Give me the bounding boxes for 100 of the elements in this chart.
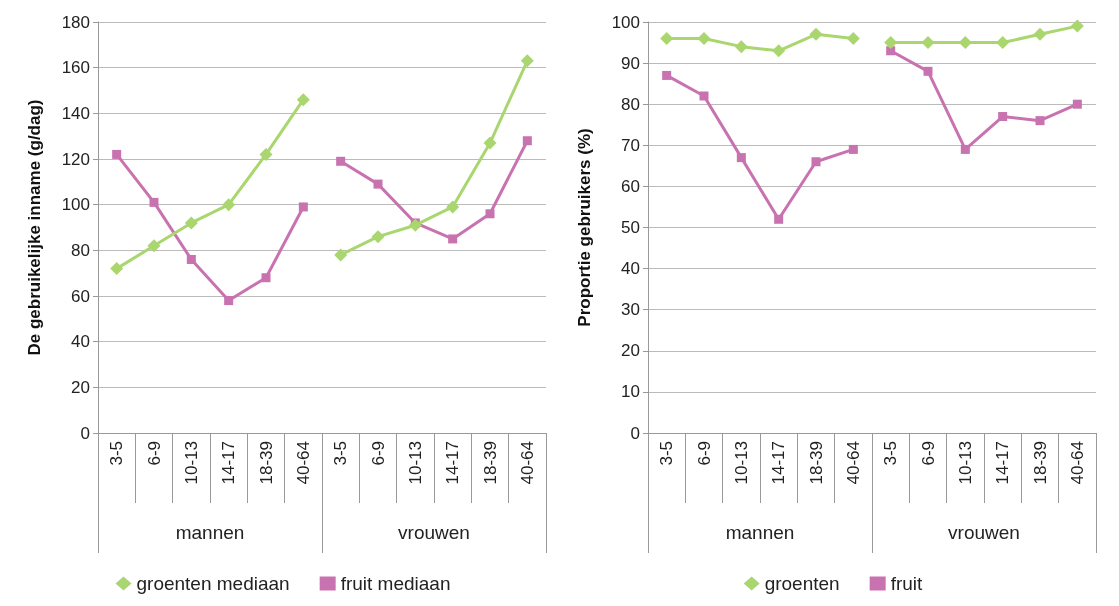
point [923,66,933,76]
y-tick-label: 140 [61,103,90,123]
point [921,36,935,50]
point [1070,19,1084,33]
x-tick-label: 14-17 [993,441,1013,485]
point [846,31,860,45]
point [224,296,234,306]
point [520,54,534,68]
text: vrouwen [948,522,1020,543]
point [147,239,161,253]
y-axis-title: Proportie gebruikers (%) [575,128,594,327]
point [446,200,460,214]
point [848,144,858,154]
point [996,36,1010,50]
y-tick-label: 60 [71,286,90,306]
y-tick-label: 20 [71,377,90,397]
x-tick-label: 10-13 [955,441,975,485]
point [296,93,310,107]
x-tick-label: 6-9 [144,441,164,466]
legend-label: groenten [764,573,840,594]
point [110,262,124,276]
y-tick-label: 30 [621,300,640,320]
point [336,156,346,166]
x-tick-label: 6-9 [694,441,714,466]
point [373,179,383,189]
point [736,153,746,163]
point [958,36,972,50]
point [774,214,784,224]
y-axis-title: De gebruikelijke inname (g/dag) [25,99,44,356]
text: mannen [175,522,245,543]
y-tick-label: 0 [80,423,90,443]
y-tick-label: 40 [71,332,90,352]
y-tick-label: 40 [621,259,640,279]
point [408,218,422,232]
point [660,31,674,45]
point [1072,99,1082,109]
y-tick-label: 80 [621,94,640,114]
x-tick-label: 3-5 [881,441,901,466]
point [697,31,711,45]
point [522,136,532,146]
x-tick-label: 18-39 [256,441,276,485]
point [222,198,236,212]
x-tick-label: 3-5 [657,441,677,466]
point [261,273,271,283]
point [298,202,308,212]
x-tick-label: 40-64 [517,441,537,485]
y-tick-label: 90 [621,53,640,73]
point [772,44,786,58]
point [884,36,898,50]
point [149,197,159,207]
x-tick-label: 3-5 [107,441,127,466]
point [371,230,385,244]
point [448,234,458,244]
point [186,254,196,264]
x-tick-label: 40-64 [1067,441,1087,485]
text: mannen [725,522,795,543]
y-tick-label: 100 [611,12,640,32]
y-tick-label: 160 [61,58,90,78]
point [699,91,709,101]
x-tick-label: 14-17 [769,441,789,485]
x-tick-label: 10-13 [405,441,425,485]
point [1033,27,1047,41]
y-tick-label: 120 [61,149,90,169]
y-tick-label: 100 [61,195,90,215]
y-tick-label: 0 [630,423,640,443]
point [662,70,672,80]
legend-label: fruit [890,573,924,594]
point [811,157,821,167]
x-tick-label: 18-39 [1030,441,1050,485]
point [960,144,970,154]
point [809,27,823,41]
point [259,147,273,161]
y-tick-label: 10 [621,382,640,402]
x-tick-label: 10-13 [731,441,751,485]
x-tick-label: 6-9 [368,441,388,466]
point [998,112,1008,122]
x-tick-label: 40-64 [843,441,863,485]
point [334,248,348,262]
legend-label: fruit mediaan [340,573,451,594]
x-tick-label: 14-17 [443,441,463,485]
point [483,136,497,150]
y-tick-label: 70 [621,135,640,155]
x-tick-label: 6-9 [918,441,938,466]
point [485,209,495,219]
x-tick-label: 14-17 [219,441,239,485]
text: vrouwen [398,522,470,543]
x-tick-label: 3-5 [331,441,351,466]
point [184,216,198,230]
x-tick-label: 40-64 [293,441,313,485]
x-tick-label: 18-39 [480,441,500,485]
y-tick-label: 20 [621,341,640,361]
point [112,149,122,159]
y-tick-label: 50 [621,218,640,237]
point [1035,116,1045,126]
x-tick-label: 18-39 [806,441,826,485]
x-tick-label: 10-13 [181,441,201,485]
point [734,40,748,54]
legend-label: groenten mediaan [136,573,290,594]
y-tick-label: 80 [71,240,90,260]
y-tick-label: 60 [621,176,640,196]
